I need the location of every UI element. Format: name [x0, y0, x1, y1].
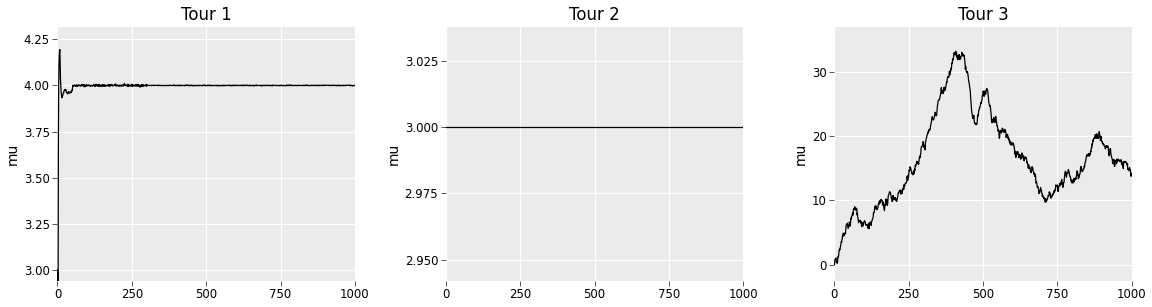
Title: Tour 3: Tour 3 — [957, 6, 1008, 24]
Title: Tour 1: Tour 1 — [181, 6, 232, 24]
Y-axis label: mu: mu — [794, 142, 808, 165]
Title: Tour 2: Tour 2 — [569, 6, 620, 24]
Y-axis label: mu: mu — [386, 142, 401, 165]
Y-axis label: mu: mu — [6, 142, 20, 165]
